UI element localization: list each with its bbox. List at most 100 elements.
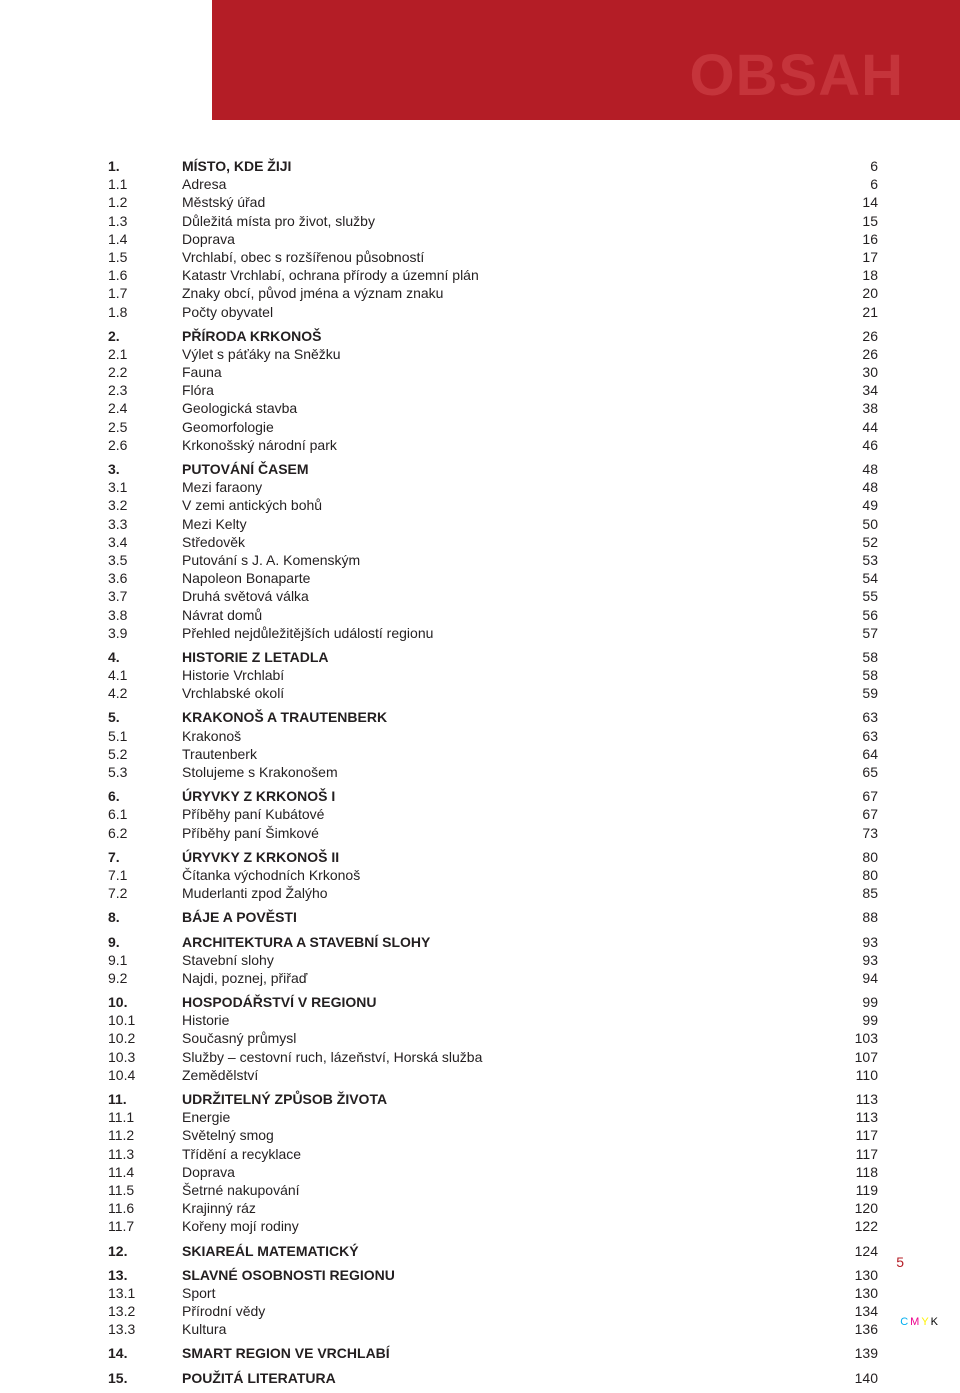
toc-num: 15. bbox=[108, 1369, 182, 1387]
toc-page: 44 bbox=[828, 418, 878, 436]
toc-page: 54 bbox=[828, 569, 878, 587]
toc-item: 1.4Doprava16 bbox=[108, 230, 878, 248]
toc-title: Stavební slohy bbox=[182, 951, 828, 969]
toc-num: 1.2 bbox=[108, 193, 182, 211]
cmyk-c: C bbox=[900, 1316, 910, 1328]
toc-num: 1.6 bbox=[108, 266, 182, 284]
toc-page: 113 bbox=[828, 1108, 878, 1126]
toc-num: 9.2 bbox=[108, 969, 182, 987]
toc-section-head: 12.SKIAREÁL MATEMATICKÝ124 bbox=[108, 1242, 878, 1260]
toc-page: 99 bbox=[828, 993, 878, 1011]
toc-title: Vrchlabí, obec s rozšířenou působností bbox=[182, 248, 828, 266]
toc-section: 6.ÚRYVKY Z KRKONOŠ I676.1Příběhy paní Ku… bbox=[108, 787, 878, 842]
toc-title: Energie bbox=[182, 1108, 828, 1126]
toc-section-head: 3.PUTOVÁNÍ ČASEM48 bbox=[108, 460, 878, 478]
toc-page: 15 bbox=[828, 212, 878, 230]
toc-page: 63 bbox=[828, 708, 878, 726]
toc-num: 5.3 bbox=[108, 763, 182, 781]
toc-num: 11.7 bbox=[108, 1217, 182, 1235]
toc-page: 119 bbox=[828, 1181, 878, 1199]
toc-title: Počty obyvatel bbox=[182, 303, 828, 321]
toc-num: 6. bbox=[108, 787, 182, 805]
toc-page: 30 bbox=[828, 363, 878, 381]
toc-title: Šetrné nakupování bbox=[182, 1181, 828, 1199]
toc-section: 13.SLAVNÉ OSOBNOSTI REGIONU13013.1Sport1… bbox=[108, 1266, 878, 1339]
toc-page: 57 bbox=[828, 624, 878, 642]
toc-item: 1.7Znaky obcí, původ jména a význam znak… bbox=[108, 284, 878, 302]
toc-title: Krajinný ráz bbox=[182, 1199, 828, 1217]
toc-page: 65 bbox=[828, 763, 878, 781]
toc-num: 5. bbox=[108, 708, 182, 726]
toc-num: 2.4 bbox=[108, 399, 182, 417]
toc-page: 63 bbox=[828, 727, 878, 745]
toc-page: 113 bbox=[828, 1090, 878, 1108]
toc-num: 12. bbox=[108, 1242, 182, 1260]
toc-num: 1.5 bbox=[108, 248, 182, 266]
toc-item: 1.6Katastr Vrchlabí, ochrana přírody a ú… bbox=[108, 266, 878, 284]
toc-item: 3.5Putování s J. A. Komenským53 bbox=[108, 551, 878, 569]
toc-title: Znaky obcí, původ jména a význam znaku bbox=[182, 284, 828, 302]
toc-item: 13.3Kultura136 bbox=[108, 1320, 878, 1338]
toc-item: 3.4Středověk52 bbox=[108, 533, 878, 551]
toc-item: 4.1Historie Vrchlabí58 bbox=[108, 666, 878, 684]
toc-item: 11.4Doprava118 bbox=[108, 1163, 878, 1181]
toc-num: 2.2 bbox=[108, 363, 182, 381]
toc-num: 7. bbox=[108, 848, 182, 866]
toc-page: 85 bbox=[828, 884, 878, 902]
toc-title: V zemi antických bohů bbox=[182, 496, 828, 514]
toc-title: Druhá světová válka bbox=[182, 587, 828, 605]
toc-title: SKIAREÁL MATEMATICKÝ bbox=[182, 1242, 828, 1260]
toc-item: 13.2Přírodní vědy134 bbox=[108, 1302, 878, 1320]
toc-page: 53 bbox=[828, 551, 878, 569]
toc-num: 13.1 bbox=[108, 1284, 182, 1302]
toc-title: Vrchlabské okolí bbox=[182, 684, 828, 702]
page: OBSAH 1.MÍSTO, KDE ŽIJI61.1Adresa61.2Měs… bbox=[0, 0, 960, 1340]
toc-section: 3.PUTOVÁNÍ ČASEM483.1Mezi faraony483.2V … bbox=[108, 460, 878, 642]
toc-num: 3.5 bbox=[108, 551, 182, 569]
toc-num: 6.2 bbox=[108, 824, 182, 842]
toc-section: 9.ARCHITEKTURA A STAVEBNÍ SLOHY939.1Stav… bbox=[108, 933, 878, 988]
toc-section: 2.PŘÍRODA KRKONOŠ262.1Výlet s páťáky na … bbox=[108, 327, 878, 454]
toc-item: 2.4Geologická stavba38 bbox=[108, 399, 878, 417]
toc-title: POUŽITÁ LITERATURA bbox=[182, 1369, 828, 1387]
toc-item: 5.1Krakonoš63 bbox=[108, 727, 878, 745]
toc-page: 139 bbox=[828, 1344, 878, 1362]
toc-num: 8. bbox=[108, 908, 182, 926]
toc-page: 58 bbox=[828, 666, 878, 684]
toc-section-head: 6.ÚRYVKY Z KRKONOŠ I67 bbox=[108, 787, 878, 805]
toc-title: Flóra bbox=[182, 381, 828, 399]
toc-page: 117 bbox=[828, 1145, 878, 1163]
toc-page: 80 bbox=[828, 866, 878, 884]
toc-section: 11.UDRŽITELNÝ ZPŮSOB ŽIVOTA11311.1Energi… bbox=[108, 1090, 878, 1236]
toc-page: 59 bbox=[828, 684, 878, 702]
toc-page: 49 bbox=[828, 496, 878, 514]
toc-item: 3.8Návrat domů56 bbox=[108, 606, 878, 624]
toc-item: 3.9Přehled nejdůležitějších událostí reg… bbox=[108, 624, 878, 642]
toc-num: 3.4 bbox=[108, 533, 182, 551]
toc-num: 9.1 bbox=[108, 951, 182, 969]
toc-num: 2.1 bbox=[108, 345, 182, 363]
toc-title: Krkonošský národní park bbox=[182, 436, 828, 454]
toc-title: Muderlanti zpod Žalýho bbox=[182, 884, 828, 902]
toc-num: 4. bbox=[108, 648, 182, 666]
toc-title: Třídění a recyklace bbox=[182, 1145, 828, 1163]
toc-title: Čítanka východních Krkonoš bbox=[182, 866, 828, 884]
toc-title: Přírodní vědy bbox=[182, 1302, 828, 1320]
toc-num: 2.3 bbox=[108, 381, 182, 399]
toc-title: Kultura bbox=[182, 1320, 828, 1338]
toc-item: 3.6Napoleon Bonaparte54 bbox=[108, 569, 878, 587]
toc-section-head: 11.UDRŽITELNÝ ZPŮSOB ŽIVOTA113 bbox=[108, 1090, 878, 1108]
toc-item: 10.3Služby – cestovní ruch, lázeňství, H… bbox=[108, 1048, 878, 1066]
toc-page: 21 bbox=[828, 303, 878, 321]
toc-title: Najdi, poznej, přiřaď bbox=[182, 969, 828, 987]
toc-page: 26 bbox=[828, 345, 878, 363]
toc-title: Důležitá místa pro život, služby bbox=[182, 212, 828, 230]
toc-num: 3.2 bbox=[108, 496, 182, 514]
toc-page: 26 bbox=[828, 327, 878, 345]
toc-page: 130 bbox=[828, 1266, 878, 1284]
toc-title: PUTOVÁNÍ ČASEM bbox=[182, 460, 828, 478]
toc-title: Městský úřad bbox=[182, 193, 828, 211]
toc-page: 67 bbox=[828, 787, 878, 805]
toc-num: 1.7 bbox=[108, 284, 182, 302]
toc-num: 11.1 bbox=[108, 1108, 182, 1126]
